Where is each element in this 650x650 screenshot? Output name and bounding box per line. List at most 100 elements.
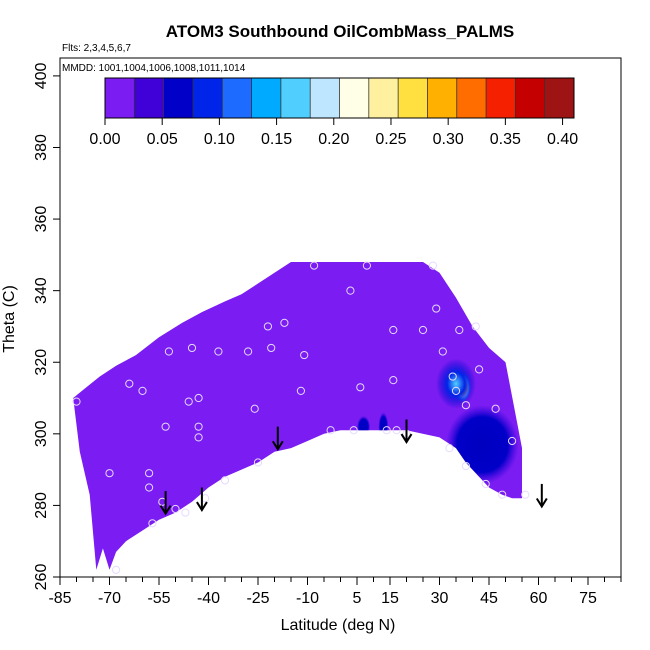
sample-point bbox=[382, 426, 391, 435]
field-region bbox=[73, 262, 522, 570]
axes: -85 -70 -55 -40 -25 -10 5 15 30 45 60 75 260 280 300 32… bbox=[33, 62, 622, 607]
flights-annotation: Flts: 2,3,4,5,6,7 bbox=[62, 43, 131, 54]
sample-point bbox=[171, 504, 180, 514]
arrow-head bbox=[159, 505, 172, 516]
sample-point bbox=[145, 483, 154, 492]
heatmap-field bbox=[73, 262, 522, 570]
dates-annotation: MMDD: 1001,1004,1006,1008,1011,1014 bbox=[62, 63, 246, 74]
x-tick-label: -85 bbox=[48, 590, 71, 607]
sample-point bbox=[184, 397, 193, 406]
sample-point bbox=[145, 469, 154, 478]
hotspot bbox=[357, 415, 371, 438]
sample-point bbox=[356, 383, 365, 392]
colorbar-tick-label: 0.20 bbox=[318, 131, 349, 148]
flight-arrows bbox=[159, 419, 548, 516]
sample-point bbox=[181, 508, 190, 517]
colorbar-cell bbox=[398, 78, 428, 118]
sample-point bbox=[481, 479, 490, 489]
arrow-head bbox=[271, 440, 284, 452]
x-tick-label: -55 bbox=[147, 590, 170, 607]
sample-point bbox=[296, 386, 305, 395]
y-tick-label: 300 bbox=[33, 420, 50, 447]
y-tick-label: 340 bbox=[33, 277, 50, 304]
colorbar-tick-label: 0.00 bbox=[89, 131, 120, 148]
colorbar-cell bbox=[192, 78, 223, 118]
flight-arrow bbox=[159, 491, 172, 516]
sample-point bbox=[455, 325, 464, 335]
sample-point bbox=[161, 422, 170, 431]
flight-arrow bbox=[535, 483, 548, 509]
arrow-head bbox=[196, 501, 208, 512]
chart-title: ATOM3 Southbound OilCombMass_PALMS bbox=[166, 22, 515, 41]
sample-point bbox=[310, 261, 319, 270]
colorbar-cell bbox=[163, 78, 194, 118]
colorbar-cell bbox=[134, 78, 165, 118]
colorbar-tick-label: 0.30 bbox=[433, 131, 464, 148]
sample-point bbox=[72, 397, 81, 406]
sample-point bbox=[418, 325, 428, 335]
colorbar-tick-label: 0.15 bbox=[261, 131, 292, 148]
sample-point bbox=[475, 365, 484, 374]
sample-point bbox=[428, 261, 437, 270]
x-axis-label: Latitude (deg N) bbox=[281, 617, 396, 634]
y-tick-label: 400 bbox=[33, 62, 50, 89]
y-axis-label: Theta (C) bbox=[1, 285, 18, 353]
sample-point bbox=[346, 286, 355, 295]
sample-point bbox=[521, 490, 530, 499]
x-tick-label: 30 bbox=[431, 590, 449, 607]
sample-point bbox=[389, 376, 398, 385]
colorbar-cell bbox=[456, 78, 487, 118]
colorbar-cell bbox=[368, 78, 399, 118]
sample-point bbox=[138, 386, 147, 395]
sample-point bbox=[194, 393, 203, 403]
x-tick-label: -25 bbox=[246, 590, 269, 607]
sample-point bbox=[267, 343, 276, 353]
y-tick-label: 320 bbox=[33, 349, 50, 376]
x-tick-label: 75 bbox=[579, 590, 597, 607]
colorbar-cell bbox=[515, 78, 546, 118]
colorbar-cell bbox=[105, 78, 135, 118]
colorbar-tick-label: 0.05 bbox=[147, 131, 178, 148]
colorbar: 0.00 0.05 0.10 0.15 0.20 0.25 0.30 0.35 0.40 bbox=[89, 77, 578, 148]
colorbar-cell bbox=[427, 78, 458, 118]
sample-point bbox=[220, 476, 230, 485]
colorbar-cell bbox=[310, 78, 340, 118]
x-tick-label: -70 bbox=[98, 590, 121, 607]
sample-point bbox=[164, 347, 173, 356]
sample-point bbox=[105, 469, 114, 478]
sample-point bbox=[461, 401, 470, 410]
sample-point bbox=[194, 422, 203, 431]
arrow-head bbox=[535, 497, 548, 509]
sample-point bbox=[507, 436, 517, 446]
sample-point bbox=[300, 350, 309, 360]
colorbar-cell bbox=[339, 78, 370, 118]
arrow-head bbox=[400, 433, 413, 444]
y-tick-label: 260 bbox=[33, 564, 50, 591]
sample-point bbox=[461, 461, 470, 471]
sample-point bbox=[491, 404, 500, 413]
sample-point bbox=[451, 386, 461, 395]
x-tick-label: 45 bbox=[480, 590, 498, 607]
y-tick-label: 360 bbox=[33, 206, 50, 233]
sample-point bbox=[438, 347, 447, 356]
sample-point bbox=[263, 322, 272, 331]
colorbar-cell bbox=[544, 78, 575, 118]
sample-point bbox=[148, 519, 157, 528]
x-tick-label: 5 bbox=[353, 590, 362, 607]
flight-arrow bbox=[400, 419, 413, 444]
x-tick-label: 60 bbox=[530, 590, 548, 607]
hotspot bbox=[446, 405, 519, 484]
sample-point bbox=[349, 426, 358, 435]
colorbar-cell bbox=[222, 78, 253, 118]
sample-point bbox=[194, 433, 203, 442]
colorbar-frame bbox=[104, 77, 575, 119]
sample-point bbox=[498, 490, 507, 499]
sample-point bbox=[362, 261, 371, 270]
sample-point bbox=[280, 318, 289, 327]
sample-point bbox=[112, 565, 121, 574]
sample-point bbox=[250, 404, 259, 413]
colorbar-tick-label: 0.35 bbox=[490, 131, 521, 148]
hotspot bbox=[436, 358, 476, 409]
colorbar-cell bbox=[486, 78, 516, 118]
